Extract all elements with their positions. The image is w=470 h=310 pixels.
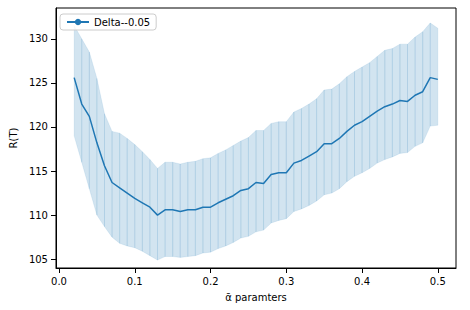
svg-text:0.3: 0.3 <box>278 276 294 287</box>
svg-text:120: 120 <box>29 121 48 132</box>
svg-text:130: 130 <box>29 33 48 44</box>
svg-text:110: 110 <box>29 210 48 221</box>
svg-text:Delta--0.05: Delta--0.05 <box>94 17 150 28</box>
svg-text:R(T): R(T) <box>8 127 19 148</box>
svg-text:105: 105 <box>29 254 48 265</box>
svg-text:0.0: 0.0 <box>51 276 67 287</box>
svg-text:0.1: 0.1 <box>127 276 143 287</box>
svg-text:0.4: 0.4 <box>354 276 370 287</box>
svg-text:ᾱ paramters: ᾱ paramters <box>225 292 287 303</box>
svg-text:125: 125 <box>29 77 48 88</box>
svg-text:0.2: 0.2 <box>203 276 219 287</box>
svg-text:115: 115 <box>29 166 48 177</box>
svg-text:0.5: 0.5 <box>430 276 446 287</box>
